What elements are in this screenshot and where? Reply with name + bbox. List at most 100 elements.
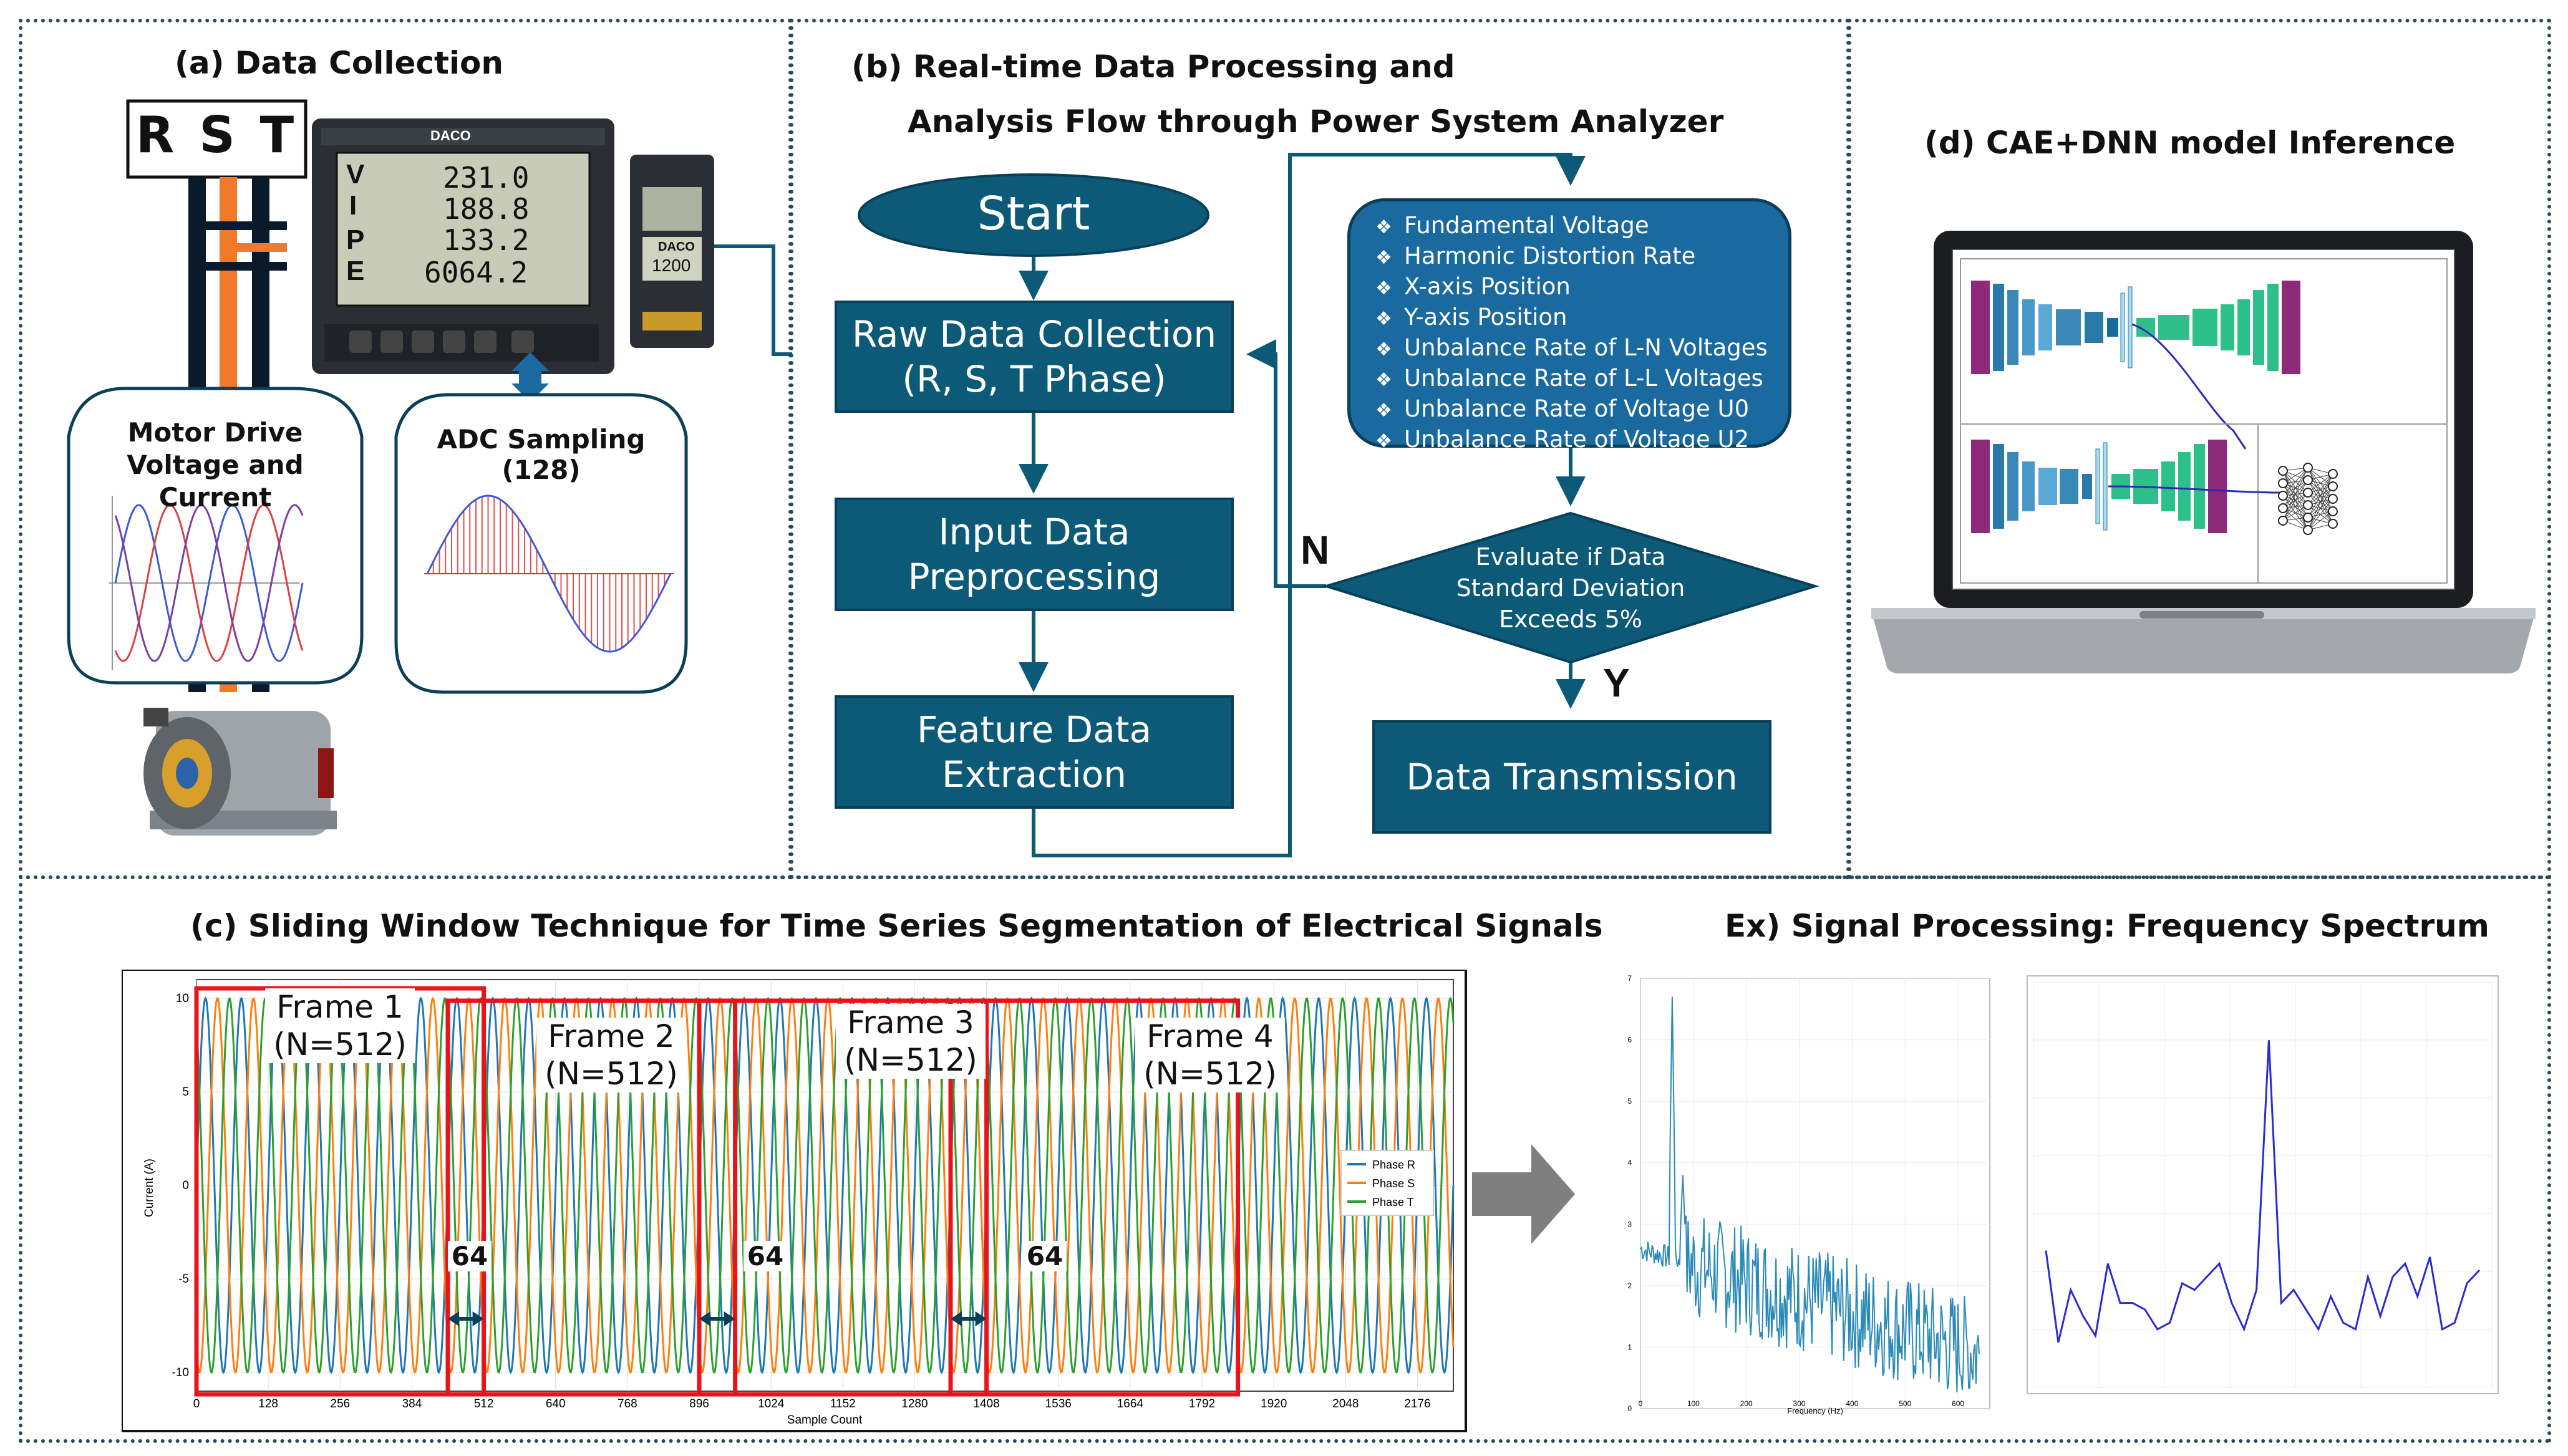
diamond-bullet-icon: ❖: [1375, 308, 1392, 330]
diamond-bullet-icon: ❖: [1375, 216, 1392, 238]
panel-b-title-line1: (b) Real-time Data Processing and: [851, 49, 1455, 85]
legend-phase-t: Phase T: [1372, 1196, 1414, 1208]
motor-waveform-plot: [109, 496, 304, 670]
nn-node: [2328, 494, 2338, 504]
fft-y-tick: 6: [1627, 1036, 1632, 1044]
chart-legend: Phase R Phase S Phase T: [1340, 1150, 1434, 1216]
diamond-bullet-icon: ❖: [1375, 369, 1392, 391]
wire-s: [220, 177, 237, 389]
frame-3-n: (N=512): [844, 1042, 977, 1078]
flow-raw-data-collection: Raw Data Collection (R, S, T Phase): [835, 301, 1234, 413]
frame-1-title: Frame 1: [276, 989, 404, 1025]
decision-line3: Exceeds 5%: [1499, 605, 1642, 633]
frame-4-title: Frame 4: [1146, 1018, 1274, 1054]
input-line2: Preprocessing: [908, 556, 1161, 598]
nn-node: [2328, 519, 2338, 529]
nn-node: [2278, 466, 2288, 476]
panel-ex-title: Ex) Signal Processing: Frequency Spectru…: [1725, 908, 2489, 944]
meter-reading-2: 188.8: [443, 192, 530, 226]
wire-t: [252, 177, 269, 389]
series-phase-s: [195, 997, 1455, 1374]
decision-text: Evaluate if Data Standard Deviation Exce…: [1415, 541, 1727, 635]
frame-2-title: Frame 2: [548, 1018, 675, 1054]
panel-b-title-line2: Analysis Flow through Power System Analy…: [908, 104, 1724, 140]
x-tick-label: 896: [689, 1397, 709, 1410]
electric-motor: [143, 708, 337, 836]
meter-adc-double-arrow: [511, 352, 549, 402]
x-tick-label: 256: [330, 1397, 350, 1410]
fft-y-tick: 7: [1627, 974, 1632, 983]
frame-2-box: [445, 998, 738, 1397]
fft-x-tick: 0: [1639, 1399, 1643, 1408]
panel-c-title: (c) Sliding Window Technique for Time Se…: [190, 908, 1603, 944]
module-brand: DACO: [658, 240, 695, 254]
transmission-label: Data Transmission: [1406, 755, 1738, 798]
flowchart-connectors: [858, 153, 1819, 857]
decision-no-label: N: [1301, 528, 1330, 572]
x-tick-label: 512: [474, 1397, 494, 1410]
decision-diamond: [1322, 511, 1819, 664]
y-tick-label: 10: [176, 992, 189, 1005]
frame-3-box: [697, 998, 989, 1397]
x-tick-label: 1408: [973, 1397, 999, 1410]
y-tick-label: 0: [182, 1179, 189, 1192]
meter-to-raw-connector: [714, 244, 792, 356]
flow-data-transmission: Data Transmission: [1372, 720, 1771, 834]
decision-line2: Standard Deviation: [1456, 574, 1685, 602]
x-tick-label: 1280: [901, 1397, 928, 1410]
io-module-device: [630, 155, 714, 348]
x-tick-label: 2176: [1404, 1397, 1430, 1410]
x-tick-label: 640: [546, 1397, 566, 1410]
nn-node: [2278, 491, 2288, 501]
meter-reading-4: 6064.2: [424, 256, 528, 289]
x-tick-label: 1024: [758, 1397, 785, 1410]
wire-r: [188, 177, 206, 389]
decision-line1: Evaluate if Data: [1475, 543, 1666, 571]
meter-letter-e: E: [346, 256, 365, 286]
fft-x-tick: 500: [1899, 1399, 1911, 1408]
nn-node: [2278, 503, 2288, 513]
fft-x-tick: 600: [1952, 1399, 1964, 1408]
nn-node: [2328, 481, 2338, 491]
meter-letter-i: I: [349, 190, 357, 221]
process-arrow-icon: [1472, 1144, 1575, 1244]
x-tick-label: 1792: [1189, 1397, 1215, 1410]
raw-line1: Raw Data Collection: [851, 312, 1217, 355]
overlap-label-3: 64: [1023, 1241, 1067, 1271]
meter-reading-1: 231.0: [443, 161, 530, 195]
meter-brand: DACO: [430, 128, 471, 143]
nn-node: [2303, 475, 2313, 485]
feature-item: ❖ X-axis Position: [1375, 272, 1788, 303]
module-value: 1200: [652, 256, 691, 275]
panel-a-illustration: [67, 99, 792, 836]
legend-phase-r: Phase R: [1372, 1159, 1415, 1171]
x-tick-label: 1152: [830, 1397, 856, 1410]
x-tick-label: 1664: [1117, 1397, 1144, 1410]
chart-xlabel: Sample Count: [787, 1414, 863, 1427]
spectrum-zoom-chart: [2027, 975, 2499, 1394]
feature-item: ❖ Unbalance Rate of Voltage U0: [1375, 395, 1788, 425]
flow-input-preprocessing: Input Data Preprocessing: [835, 498, 1234, 611]
laptop-illustration: [1871, 231, 2536, 673]
feature-item: ❖ Unbalance Rate of L-N Voltages: [1375, 334, 1788, 364]
frame-2-n: (N=512): [545, 1056, 678, 1092]
frame-4-n: (N=512): [1143, 1056, 1277, 1092]
nn-node: [2303, 463, 2313, 473]
panel-a-title: (a) Data Collection: [175, 45, 504, 81]
frame-3-title: Frame 3: [847, 1005, 974, 1041]
x-tick-label: 384: [402, 1397, 422, 1410]
diamond-bullet-icon: ❖: [1375, 400, 1392, 422]
fft-y-tick: 3: [1627, 1220, 1632, 1228]
power-meter-device: [312, 118, 614, 374]
fft-x-tick: 300: [1793, 1399, 1806, 1408]
feature-item: ❖ Fundamental Voltage: [1375, 211, 1788, 242]
motor-drive-label: Motor Drive Voltage and Current: [127, 417, 304, 513]
rst-label: R S T: [135, 106, 298, 164]
x-tick-label: 2048: [1332, 1397, 1359, 1410]
feature-item: ❖ Harmonic Distortion Rate: [1375, 242, 1788, 272]
fft-y-tick: 2: [1627, 1281, 1632, 1290]
raw-line2: (R, S, T Phase): [902, 358, 1166, 400]
cae-diagram: [1960, 258, 2448, 450]
diamond-bullet-icon: ❖: [1375, 277, 1392, 299]
fft-x-tick: 100: [1687, 1399, 1700, 1408]
